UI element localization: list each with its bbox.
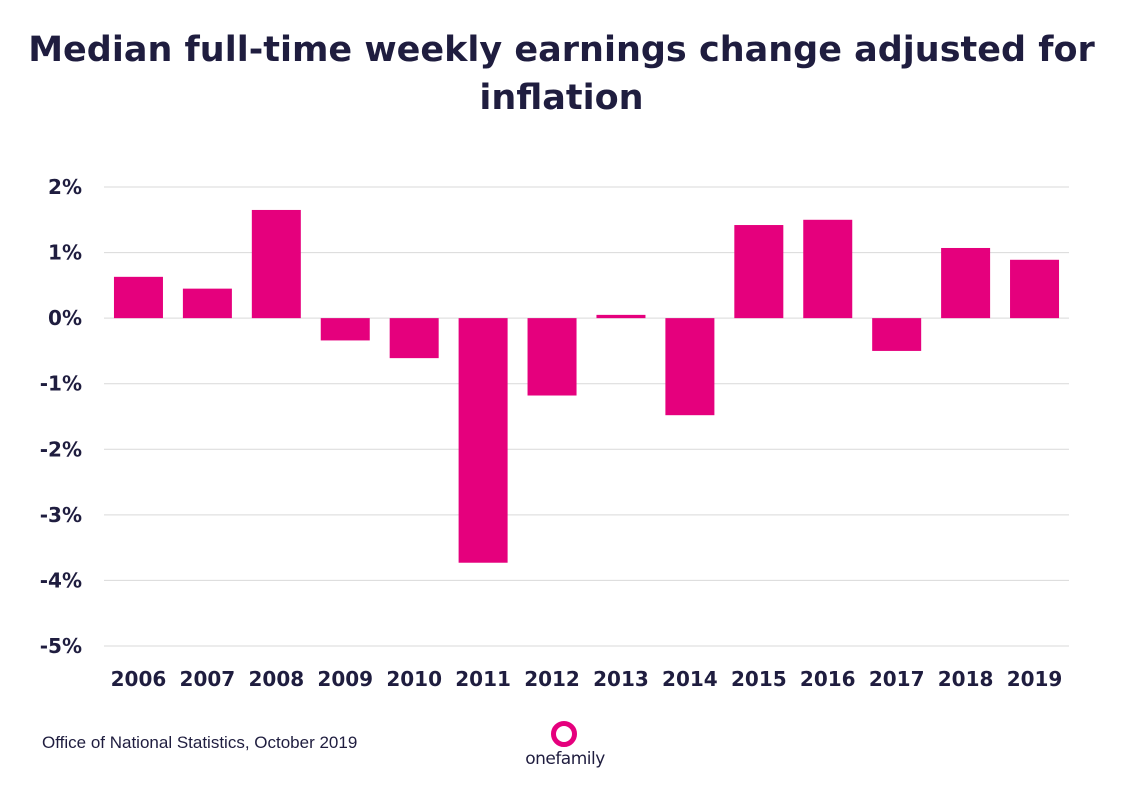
y-tick-label: 0% bbox=[48, 306, 82, 330]
x-tick-label: 2010 bbox=[386, 667, 442, 691]
x-tick-label: 2018 bbox=[938, 667, 994, 691]
y-tick-label: -5% bbox=[40, 634, 82, 658]
x-tick-label: 2012 bbox=[524, 667, 580, 691]
bar-2013 bbox=[596, 314, 646, 319]
gridlines bbox=[104, 186, 1069, 647]
y-tick-label: 1% bbox=[48, 241, 82, 265]
onefamily-logo: onefamily bbox=[520, 718, 610, 778]
ring-icon bbox=[551, 721, 577, 747]
bar-2010 bbox=[389, 318, 439, 359]
y-tick-label: -4% bbox=[40, 568, 82, 592]
x-axis-ticks: 2006 2007 2008 2009 2010 2011 2012 2013 2014 2015… bbox=[111, 667, 1063, 691]
y-tick-label: 2% bbox=[48, 175, 82, 199]
bar-2012 bbox=[527, 318, 577, 396]
x-tick-label: 2009 bbox=[317, 667, 373, 691]
y-tick-label: -1% bbox=[40, 372, 82, 396]
bar-2018 bbox=[941, 247, 991, 319]
bar-2016 bbox=[803, 219, 853, 319]
bars bbox=[113, 209, 1060, 563]
bar-2007 bbox=[182, 288, 232, 319]
x-tick-label: 2007 bbox=[180, 667, 236, 691]
x-tick-label: 2013 bbox=[593, 667, 649, 691]
chart-title: Median full-time weekly earnings change … bbox=[28, 30, 1095, 118]
x-tick-label: 2015 bbox=[731, 667, 787, 691]
bar-2011 bbox=[458, 318, 508, 563]
x-tick-label: 2017 bbox=[869, 667, 925, 691]
x-tick-label: 2016 bbox=[800, 667, 856, 691]
logo-text: onefamily bbox=[525, 749, 605, 769]
x-tick-label: 2006 bbox=[111, 667, 167, 691]
bar-2009 bbox=[320, 318, 370, 341]
y-axis-ticks: 2% 1% 0% -1% -2% -3% -4% -5% bbox=[40, 175, 82, 658]
x-tick-label: 2019 bbox=[1007, 667, 1063, 691]
x-tick-label: 2011 bbox=[455, 667, 511, 691]
y-tick-label: -2% bbox=[40, 437, 82, 461]
bar-2015 bbox=[734, 225, 784, 319]
bar-2019 bbox=[1010, 259, 1060, 319]
bar-2006 bbox=[113, 276, 163, 319]
y-tick-label: -3% bbox=[40, 503, 82, 527]
bar-2008 bbox=[251, 209, 301, 319]
x-tick-label: 2014 bbox=[662, 667, 718, 691]
source-note: Office of National Statistics, October 2… bbox=[42, 733, 358, 752]
bar-2017 bbox=[872, 318, 922, 351]
bar-2014 bbox=[665, 318, 715, 416]
x-tick-label: 2008 bbox=[248, 667, 304, 691]
